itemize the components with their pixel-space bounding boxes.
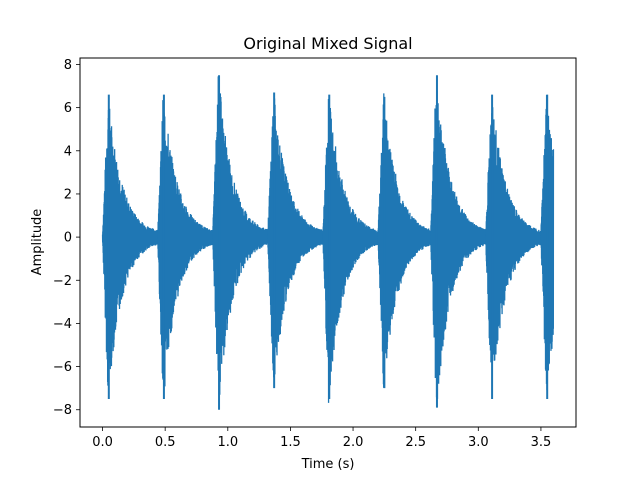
y-tick-label: 8 <box>64 58 72 73</box>
y-axis-label: Amplitude <box>30 209 45 276</box>
signal-burst-6 <box>377 93 432 388</box>
x-tick-label: 2.0 <box>343 435 364 450</box>
signal-burst-7 <box>430 90 487 399</box>
chart-title: Original Mixed Signal <box>243 34 412 53</box>
x-tick-label: 0.5 <box>155 435 176 450</box>
x-tick-label: 1.5 <box>280 435 301 450</box>
signal-burst-2 <box>157 100 214 387</box>
plot-frame <box>79 57 577 428</box>
y-tick-label: 4 <box>64 144 72 159</box>
signal-burst-3 <box>212 76 269 395</box>
y-tick-label: 0 <box>64 231 72 246</box>
y-tick-label: −6 <box>53 360 72 375</box>
y-tick-label: −2 <box>53 274 72 289</box>
x-tick-label: 3.5 <box>531 435 552 450</box>
signal-burst-4 <box>267 98 324 378</box>
x-tick-label: 2.5 <box>405 435 426 450</box>
y-tick-label: 6 <box>64 101 72 116</box>
y-tick-label: 2 <box>64 187 72 202</box>
x-tick-label: 3.0 <box>468 435 489 450</box>
x-axis-label: Time (s) <box>301 457 355 472</box>
signal-burst-8 <box>485 107 542 372</box>
y-tick-label: −8 <box>53 403 72 418</box>
signal-burst-5 <box>322 98 379 403</box>
x-tick-label: 1.0 <box>217 435 238 450</box>
signal-burst-1 <box>101 108 159 386</box>
y-tick-label: −4 <box>53 317 72 332</box>
x-tick-label: 0.0 <box>92 435 113 450</box>
